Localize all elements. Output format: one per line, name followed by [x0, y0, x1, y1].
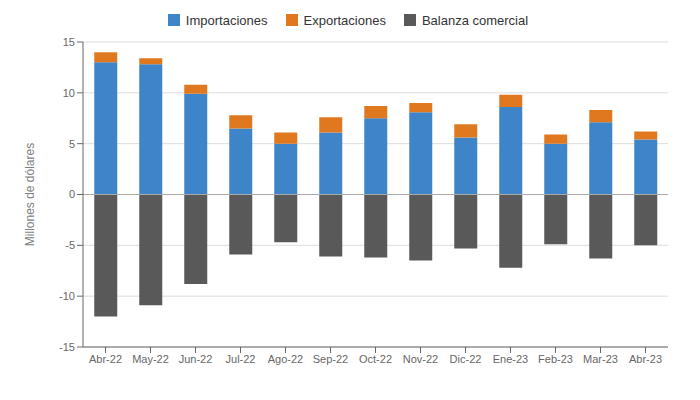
svg-text:-15: -15 [59, 341, 75, 353]
svg-text:10: 10 [63, 87, 75, 99]
svg-text:Oct-22: Oct-22 [359, 353, 392, 365]
html-text:Balanza comercial: Balanza comercial [421, 12, 529, 28]
svg-text:Mar-23: Mar-23 [583, 353, 618, 365]
svg-text:Ene-23: Ene-23 [493, 353, 528, 365]
svg-text:-10: -10 [59, 290, 75, 302]
svg-text:Nov-22: Nov-22 [403, 353, 438, 365]
svg-text:Ago-22: Ago-22 [268, 353, 303, 365]
svg-text:-5: -5 [65, 239, 75, 251]
svg-text:Abr-23: Abr-23 [629, 353, 662, 365]
svg-text:0: 0 [69, 188, 75, 200]
svg-text:Millones de dólares: Millones de dólares [23, 143, 37, 246]
svg-text:Sep-22: Sep-22 [313, 353, 348, 365]
svg-text:5: 5 [69, 138, 75, 150]
svg-text:Abr-22: Abr-22 [89, 353, 122, 365]
svg-text:May-22: May-22 [132, 353, 169, 365]
svg-text:Jul-22: Jul-22 [226, 353, 256, 365]
html-text:Importaciones: Importaciones [185, 12, 268, 28]
svg-text:Feb-23: Feb-23 [538, 353, 573, 365]
svg-text:Jun-22: Jun-22 [179, 353, 213, 365]
html-text:Exportaciones: Exportaciones [303, 12, 386, 28]
svg-text:15: 15 [63, 36, 75, 48]
svg-text:Dic-22: Dic-22 [450, 353, 482, 365]
